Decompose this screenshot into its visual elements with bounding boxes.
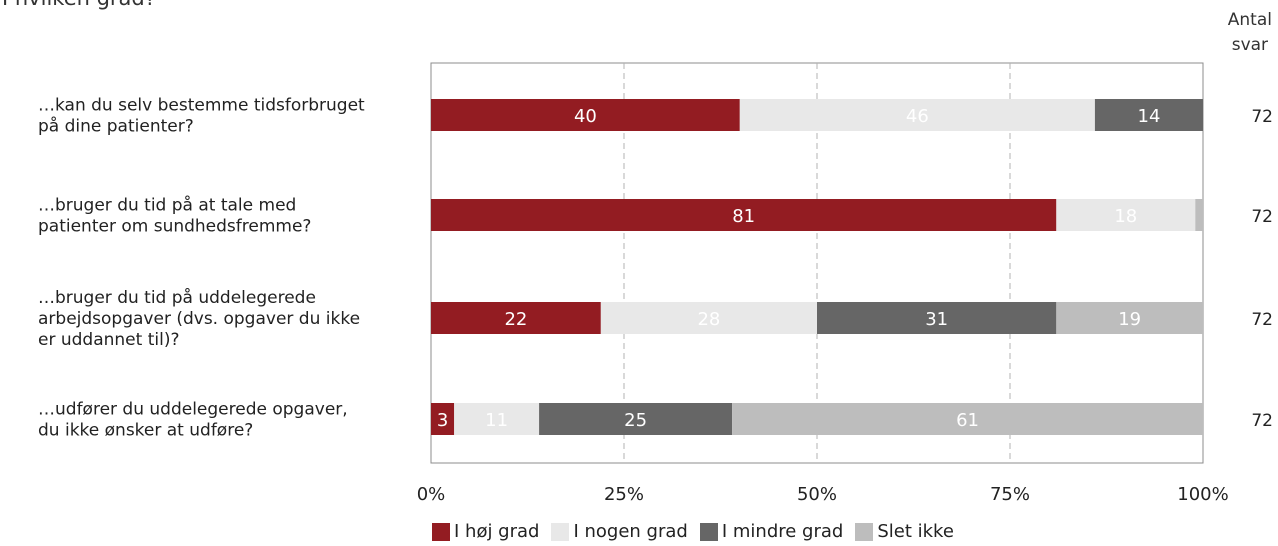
x-tick-label: 0%	[417, 484, 446, 505]
question-label: …kan du selv bestemme tidsforbruget på di…	[38, 96, 365, 137]
bar-data-label: 46	[906, 106, 929, 127]
question-label-line: er uddannet til)?	[38, 330, 179, 350]
response-count: 72	[1251, 207, 1273, 227]
legend-item: I mindre grad	[699, 521, 844, 542]
count-header-line-1: Antal	[1227, 10, 1272, 30]
legend-swatch	[432, 522, 450, 541]
question-label: …udfører du uddelegerede opgaver, du ikke…	[38, 400, 348, 441]
x-tick-label: 25%	[604, 484, 644, 505]
bar-segment	[1195, 199, 1203, 231]
count-header: Antal svar	[1228, 8, 1272, 58]
question-label-line: arbejdsopgaver (dvs. opgaver du ikke	[38, 309, 360, 329]
bar-segment	[1056, 199, 1196, 231]
bar-data-label: 14	[1138, 106, 1161, 127]
bar-data-label: 81	[732, 206, 755, 227]
bar-segment	[539, 403, 733, 435]
x-tick-label: 75%	[990, 484, 1030, 505]
bar-data-label: 22	[504, 309, 527, 330]
stacked-bar-chart: 0% 25% 50% 75% 100% …kan du selv bestemme tid…	[38, 62, 1273, 505]
bar-data-label: 3	[437, 410, 448, 431]
question-label-line: …bruger du tid på at tale med	[38, 195, 296, 216]
count-header-line-2: svar	[1231, 35, 1269, 55]
response-count: 72	[1251, 107, 1273, 127]
bar-segment	[454, 403, 540, 435]
question-label-line: …bruger du tid på uddelegerede	[38, 287, 316, 308]
bar-segment	[431, 199, 1057, 231]
bar-data-label: 11	[485, 410, 508, 431]
legend-label: I høj grad	[454, 521, 540, 542]
bar-data-label: 25	[624, 410, 647, 431]
x-tick-label: 50%	[797, 484, 837, 505]
chart-legend: I høj grad I nogen grad I mindre grad Slet …	[432, 521, 954, 542]
question-label-line: patienter om sundhedsfremme?	[38, 217, 311, 237]
bar-segment	[1094, 99, 1203, 131]
legend-swatch	[551, 522, 570, 541]
bar-data-label: 18	[1114, 206, 1137, 227]
bar-segment	[431, 99, 740, 131]
bar-data-label: 61	[956, 410, 979, 431]
bar-data-label: 19	[1118, 309, 1141, 330]
question-label: …bruger du tid på at tale med patienter o…	[38, 195, 311, 237]
x-tick-label: 100%	[1177, 484, 1228, 505]
bar-segment	[431, 302, 601, 334]
legend-swatch	[699, 522, 718, 541]
question-label: …bruger du tid på uddelegerede arbejdsopg…	[38, 287, 360, 350]
question-label-line: du ikke ønsker at udføre?	[38, 421, 253, 441]
question-label-line: …udfører du uddelegerede opgaver,	[38, 400, 348, 420]
legend-label: I mindre grad	[721, 521, 844, 542]
response-count: 72	[1251, 411, 1273, 431]
chart-title: I hvilken grad?	[2, 0, 156, 10]
bar-segment	[732, 403, 1203, 435]
legend-item: Slet ikke	[855, 521, 954, 542]
legend-label: I nogen grad	[573, 521, 688, 542]
legend-label: Slet ikke	[877, 521, 954, 542]
response-count: 72	[1251, 310, 1273, 330]
bar-data-label: 31	[925, 309, 948, 330]
bar-data-label: 28	[697, 309, 720, 330]
bar-segment	[600, 302, 817, 334]
legend-item: I høj grad	[432, 521, 539, 542]
question-label-line: …kan du selv bestemme tidsforbruget	[38, 96, 365, 116]
bar-segment	[739, 99, 1095, 131]
legend-swatch	[855, 522, 874, 541]
bar-segment	[1056, 302, 1203, 334]
bar-segment	[431, 403, 455, 435]
legend-item: I nogen grad	[551, 521, 688, 542]
bar-data-label: 40	[574, 106, 597, 127]
bar-segment	[817, 302, 1057, 334]
question-label-line: på dine patienter?	[38, 116, 194, 137]
